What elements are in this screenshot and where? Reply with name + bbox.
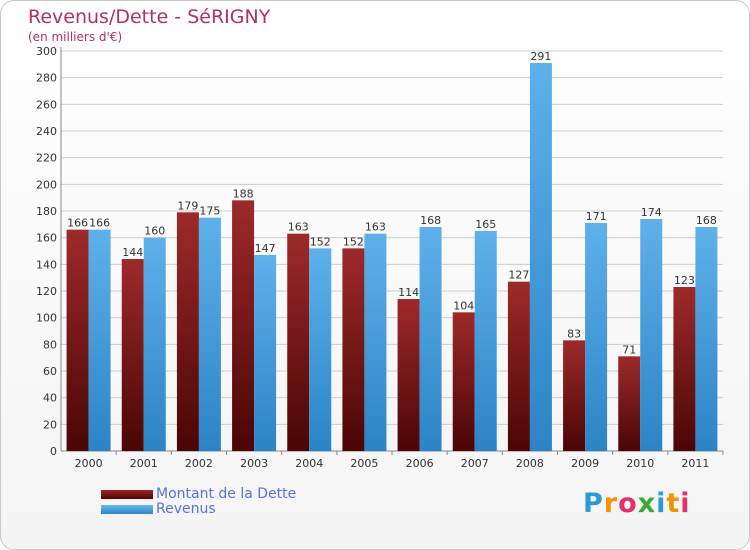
y-tick-label: 260 [36, 98, 57, 111]
bar-dette [397, 299, 420, 451]
chart-subtitle: (en milliers d'€) [28, 30, 123, 44]
x-tick-label: 2000 [75, 457, 103, 470]
data-label-revenus: 168 [420, 214, 441, 227]
y-tick-label: 120 [36, 285, 57, 298]
bar-revenus [364, 233, 387, 451]
y-tick-label: 80 [43, 338, 57, 351]
data-label-dette: 83 [567, 327, 581, 340]
bar-dette [507, 281, 530, 451]
data-label-revenus: 166 [89, 217, 110, 230]
legend-label-dette: Montant de la Dette [156, 486, 297, 502]
data-label-dette: 166 [67, 217, 88, 230]
data-label-dette: 127 [508, 269, 529, 282]
y-tick-label: 60 [43, 365, 57, 378]
x-tick-label: 2008 [516, 457, 544, 470]
bar-dette [287, 233, 310, 451]
x-tick-label: 2005 [350, 457, 378, 470]
bar-revenus [419, 227, 442, 451]
x-tick-label: 2002 [185, 457, 213, 470]
proxiti-logo: Proxiti [583, 488, 691, 519]
x-tick-label: 2006 [406, 457, 434, 470]
bar-dette [176, 212, 199, 451]
bar-revenus [474, 231, 497, 451]
y-tick-label: 240 [36, 125, 57, 138]
data-label-revenus: 165 [475, 218, 496, 231]
bar-dette [452, 312, 475, 451]
logo-letter: r [603, 488, 619, 519]
data-label-revenus: 174 [641, 206, 662, 219]
x-tick-label: 2007 [461, 457, 489, 470]
x-tick-label: 2004 [295, 457, 323, 470]
data-label-dette: 163 [288, 221, 309, 234]
data-label-dette: 152 [343, 235, 364, 248]
bar-revenus [695, 227, 718, 451]
data-label-dette: 104 [453, 299, 474, 312]
y-tick-label: 0 [50, 445, 57, 458]
bar-dette [563, 340, 586, 451]
legend-swatch-dette [101, 490, 153, 499]
y-tick-label: 220 [36, 152, 57, 165]
data-label-revenus: 168 [696, 214, 717, 227]
y-tick-label: 300 [36, 45, 57, 58]
bar-revenus [88, 229, 111, 451]
y-tick-label: 40 [43, 392, 57, 405]
data-label-revenus: 291 [530, 50, 551, 63]
x-tick-label: 2009 [571, 457, 599, 470]
logo-letter: i [656, 488, 667, 519]
data-label-dette: 114 [398, 286, 419, 299]
y-tick-label: 160 [36, 232, 57, 245]
data-label-revenus: 152 [310, 235, 331, 248]
bar-dette [121, 259, 144, 451]
data-label-revenus: 160 [144, 225, 165, 238]
data-label-revenus: 171 [586, 210, 607, 223]
data-label-dette: 123 [674, 274, 695, 287]
bar-revenus [254, 255, 277, 451]
chart-title: Revenus/Dette - SéRIGNY [28, 6, 271, 28]
x-tick-label: 2003 [240, 457, 268, 470]
bar-dette [342, 248, 365, 451]
y-tick-label: 100 [36, 312, 57, 325]
y-tick-label: 200 [36, 178, 57, 191]
bar-revenus [640, 219, 663, 451]
data-label-revenus: 147 [255, 242, 276, 255]
logo-letter: o [618, 488, 638, 519]
data-label-dette: 71 [622, 343, 636, 356]
bar-dette [66, 229, 89, 451]
logo-letter: t [666, 488, 681, 519]
x-tick-label: 2011 [681, 457, 709, 470]
data-label-revenus: 163 [365, 221, 386, 234]
data-label-dette: 179 [177, 199, 198, 212]
bar-revenus [143, 237, 166, 451]
x-tick-label: 2010 [626, 457, 654, 470]
bar-revenus [529, 63, 552, 451]
data-label-revenus: 175 [199, 205, 220, 218]
legend-label-revenus: Revenus [156, 501, 216, 517]
logo-letter: i [680, 488, 691, 519]
y-tick-label: 280 [36, 72, 57, 85]
y-tick-label: 140 [36, 258, 57, 271]
x-tick-label: 2001 [130, 457, 158, 470]
bar-dette [618, 356, 641, 451]
data-label-dette: 188 [233, 187, 254, 200]
logo-letter: x [637, 488, 657, 519]
bar-revenus [198, 217, 221, 451]
bar-revenus [585, 223, 608, 451]
y-tick-label: 20 [43, 418, 57, 431]
logo-letter: P [583, 488, 604, 519]
data-label-dette: 144 [122, 246, 143, 259]
y-tick-label: 180 [36, 205, 57, 218]
bar-dette [673, 287, 696, 451]
legend-swatch-revenus [101, 505, 153, 514]
bar-revenus [309, 248, 332, 451]
bar-dette [232, 200, 255, 451]
